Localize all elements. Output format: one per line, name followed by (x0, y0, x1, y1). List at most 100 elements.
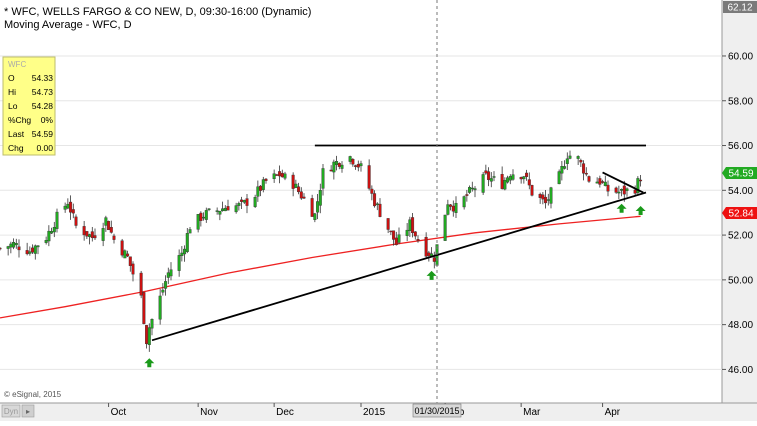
candle-body (527, 179, 531, 186)
candle-body (519, 177, 523, 180)
candle-body (449, 204, 453, 207)
candle-body (109, 227, 113, 233)
price-tag-top-bg (723, 1, 757, 13)
candle-body (427, 252, 431, 257)
candle-body (598, 178, 602, 185)
candle-body (316, 201, 320, 213)
candle-body (177, 255, 181, 271)
candle-body (158, 295, 162, 320)
candle-body (321, 168, 325, 189)
x-tick-label: Dec (276, 407, 294, 418)
candle-body (413, 231, 417, 237)
candle-body (256, 186, 260, 197)
candle-body (468, 187, 472, 193)
candle-body (351, 158, 355, 165)
candle-body (525, 172, 529, 177)
date-marker[interactable]: 01/30/2015 (412, 0, 462, 418)
candle-body (606, 184, 610, 192)
trendline (602, 171, 644, 194)
scroll-button[interactable] (21, 404, 35, 418)
price-tag-last: 54.59 (722, 167, 757, 180)
candle-body (261, 179, 265, 190)
candle-body (128, 256, 132, 266)
candle-body (297, 186, 301, 193)
data-window-value: 0% (41, 115, 54, 125)
candle-body (0, 247, 2, 250)
candle-body (389, 230, 393, 233)
time-axis-panel[interactable] (0, 403, 757, 421)
candle-body (579, 160, 583, 163)
candle-body (620, 189, 624, 191)
candle-body (275, 174, 279, 176)
candle-body (506, 177, 510, 183)
candle-body (337, 163, 341, 167)
candle-body (50, 231, 54, 234)
data-window: WFC O 54.33 Hi 54.73 Lo 54.28 %Chg 0% La… (2, 56, 56, 156)
y-tick-label: 54.00 (728, 186, 753, 197)
arrow-layer (144, 203, 646, 368)
candle-body (394, 237, 398, 246)
candle-body (221, 208, 225, 212)
candle-body (71, 209, 75, 214)
candle-body (348, 156, 352, 162)
candle-body (636, 178, 640, 194)
candle-body (310, 198, 314, 217)
price-tag-ma-bg (722, 207, 757, 219)
price-axis-labels: 46.00 48.00 50.00 52.00 54.00 56.00 58.00 60.00 (722, 51, 753, 376)
candle-body (36, 245, 40, 248)
candle-body (392, 230, 396, 240)
candle-body (601, 181, 605, 183)
x-tick-label: Mar (523, 407, 541, 418)
candle-body (560, 166, 564, 174)
candle-body (568, 155, 572, 159)
candle-body (544, 196, 548, 204)
candle-body (166, 272, 170, 278)
candle-body (278, 171, 282, 177)
candle-body (107, 221, 111, 231)
candle-body (90, 231, 94, 239)
data-window-value: 54.33 (32, 73, 54, 83)
candle-body (595, 181, 599, 184)
data-window-label: Chg (8, 143, 24, 153)
data-window-label: Lo (8, 101, 18, 111)
price-tag-last-label: 54.59 (728, 169, 753, 180)
candle-body (245, 198, 249, 206)
trendline-layer[interactable] (151, 144, 647, 342)
dyn-button[interactable] (1, 404, 21, 418)
candle-body (126, 253, 130, 257)
candle-body (223, 207, 227, 212)
candle-body (139, 272, 143, 296)
candle-body (462, 196, 466, 208)
candle-body (530, 185, 534, 196)
candle-body (622, 185, 626, 195)
candle-body (280, 172, 284, 178)
candle-body (131, 263, 135, 275)
y-tick-label: 46.00 (728, 365, 753, 376)
candle-body (123, 250, 127, 259)
candle-body (633, 189, 637, 194)
y-tick-label: 52.00 (728, 231, 753, 242)
candle-body (386, 218, 390, 230)
candle-body (226, 206, 230, 211)
candle-body (617, 191, 621, 194)
candle-body (180, 252, 184, 256)
candle-body (6, 246, 10, 249)
candle-body (397, 234, 401, 243)
price-tag-ma-label: 52.84 (728, 209, 753, 220)
moving-average-layer (0, 215, 641, 319)
candle-body (242, 200, 246, 203)
candle-body (66, 203, 70, 209)
data-window-symbol: WFC (8, 60, 26, 69)
candle-body (44, 240, 48, 243)
candle-body (93, 235, 97, 239)
candle-body (443, 214, 447, 241)
candle-body (446, 204, 450, 215)
candle-body (28, 251, 32, 254)
x-tick-label: Apr (605, 407, 621, 418)
candle-body (503, 180, 507, 190)
price-tag-last-bg (722, 167, 757, 179)
y-tick-label: 58.00 (728, 96, 753, 107)
price-axis-panel[interactable] (722, 0, 757, 403)
